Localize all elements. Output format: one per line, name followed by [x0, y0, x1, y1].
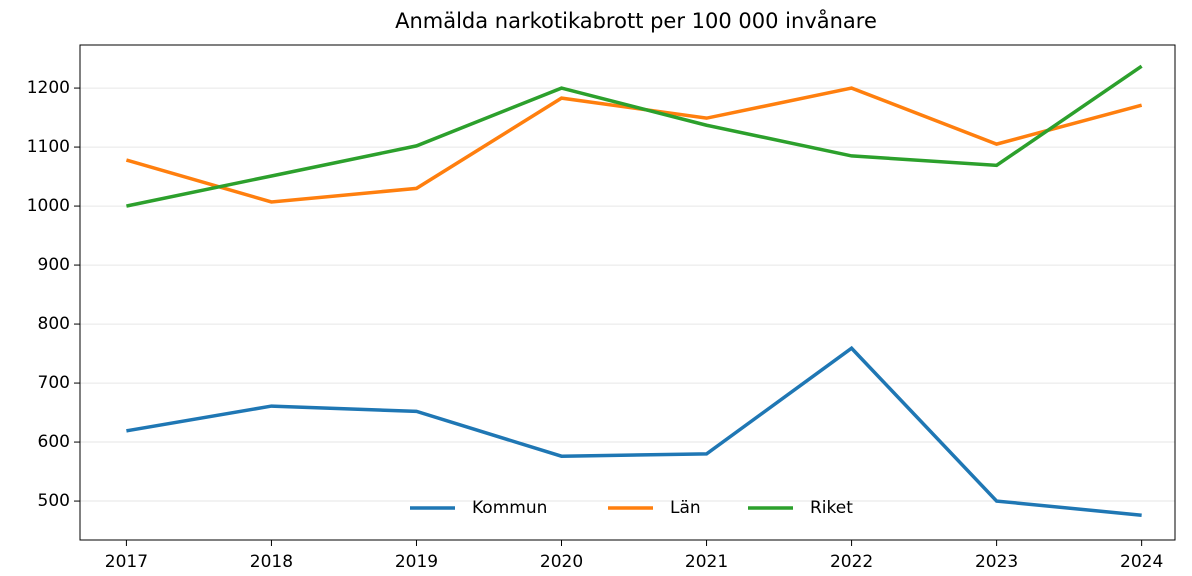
- y-tick-label: 500: [38, 491, 70, 511]
- series-line: [126, 64, 1143, 208]
- x-tick-label: 2022: [830, 552, 873, 572]
- y-tick-label: 700: [38, 373, 70, 393]
- y-tick-label: 800: [38, 314, 70, 334]
- x-tick-label: 2023: [975, 552, 1018, 572]
- x-tick-label: 2020: [540, 552, 583, 572]
- x-tick-label: 2018: [250, 552, 293, 572]
- x-tick-label: 2017: [105, 552, 148, 572]
- x-tick-label: 2024: [1120, 552, 1163, 572]
- chart-title: Anmälda narkotikabrott per 100 000 invån…: [395, 8, 877, 33]
- legend-label: Län: [670, 498, 701, 518]
- plot-frame: [79, 44, 1176, 541]
- x-tick-label: 2019: [395, 552, 438, 572]
- y-tick-label: 600: [38, 432, 70, 452]
- x-tick-label: 2021: [685, 552, 728, 572]
- y-tick-label: 900: [38, 255, 70, 275]
- y-tick-label: 1100: [27, 137, 70, 157]
- series-line: [126, 345, 1142, 517]
- legend-label: Kommun: [472, 498, 547, 518]
- y-tick-label: 1000: [27, 196, 70, 216]
- y-tick-label: 1200: [27, 78, 70, 98]
- legend-label: Riket: [810, 498, 853, 518]
